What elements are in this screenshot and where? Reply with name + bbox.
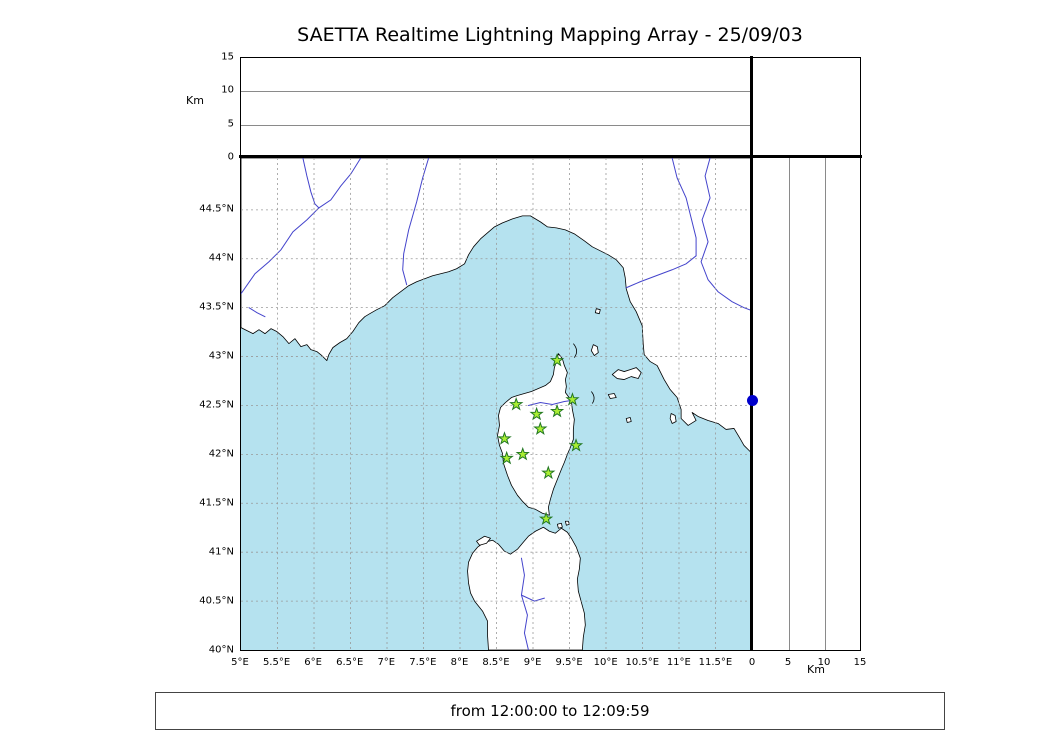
rock-west-elba: [590, 391, 595, 404]
km-gridline: [789, 158, 790, 650]
station-stars: [497, 352, 584, 525]
lat-tick-label: 44.5°N: [199, 203, 234, 215]
lat-tick-label: 43°N: [208, 350, 234, 362]
lat-tick-label: 44°N: [208, 252, 234, 264]
montecristo-island: [625, 417, 632, 423]
page-title: SAETTA Realtime Lightning Mapping Array …: [297, 24, 803, 46]
pianosa-island: [607, 393, 617, 399]
alt-tick-label: 0: [227, 151, 234, 163]
station-star: [565, 392, 580, 406]
mainland-coastline: [241, 158, 752, 454]
lightning-event-dot: [746, 394, 758, 406]
lat-tick-label: 40.5°N: [199, 595, 234, 607]
station-star: [529, 406, 544, 421]
km-tick-label: 5: [784, 657, 792, 668]
station-star: [549, 352, 565, 367]
river-sardinia: [520, 557, 529, 650]
river-var: [402, 158, 430, 286]
altitude-axis-label: Km: [186, 94, 204, 107]
station-star: [509, 397, 524, 411]
lon-tick-label: 5°E: [231, 657, 249, 668]
capraia-island: [590, 344, 599, 356]
km-tick-label: 0: [748, 657, 756, 668]
maddalena-islet-1: [556, 522, 563, 529]
sardinia-island: [467, 526, 586, 650]
lon-tick-label: 7.5°E: [409, 657, 437, 668]
station-star: [499, 450, 514, 465]
alt-tick-label: 5: [227, 118, 234, 130]
lon-tick-label: 9.5°E: [555, 657, 583, 668]
station-star: [515, 446, 530, 461]
altitude-gridline: [241, 124, 752, 126]
river-sardinia-branch: [520, 594, 545, 602]
station-star: [568, 438, 584, 452]
lat-tick-label: 42°N: [208, 448, 234, 460]
lat-tick-label: 42.5°N: [199, 399, 234, 411]
panel-divider-vertical: [750, 56, 753, 651]
rock-cap-corse: [573, 343, 577, 358]
river-coastal-marseille: [248, 307, 266, 318]
corsica-island: [497, 353, 575, 516]
lon-tick-label: 7°E: [377, 657, 396, 668]
rivers: [241, 158, 752, 650]
lon-tick-label: 11°E: [666, 657, 691, 668]
altitude-gridline: [241, 91, 752, 93]
time-range-text: from 12:00:00 to 12:09:59: [450, 702, 650, 720]
km-tick-label: 15: [853, 657, 867, 668]
lon-tick-label: 10°E: [593, 657, 618, 668]
lon-tick-label: 8°E: [450, 657, 469, 668]
lon-tick-label: 10.5°E: [625, 657, 660, 668]
lon-tick-label: 8.5°E: [482, 657, 510, 668]
maddalena-islet-2: [564, 520, 570, 526]
right-km-axis-label: Km: [807, 663, 825, 676]
station-star: [497, 431, 512, 445]
map-panel: [240, 157, 753, 651]
river-durance: [241, 158, 362, 295]
asinara-island: [476, 535, 491, 546]
giglio-island: [669, 413, 677, 424]
lon-tick-label: 6°E: [304, 657, 322, 668]
river-arno: [625, 255, 697, 289]
elba-island: [611, 367, 642, 380]
lon-tick-label: 6.5°E: [336, 657, 364, 668]
lat-tick-label: 41.5°N: [199, 497, 234, 509]
altitude-vs-longitude-panel: [240, 57, 753, 158]
map-svg: [241, 158, 752, 650]
alt-tick-label: 15: [221, 51, 234, 63]
lon-tick-label: 11.5°E: [698, 657, 733, 668]
lat-tick-label: 41°N: [208, 546, 234, 558]
river-durance-branch: [302, 158, 320, 209]
station-star: [538, 511, 554, 525]
lon-tick-label: 9°E: [523, 657, 542, 668]
top-right-corner-panel: [752, 57, 861, 158]
lat-tick-label: 43.5°N: [199, 301, 234, 313]
km-gridline: [825, 158, 826, 650]
river-arno-branch: [671, 158, 697, 257]
station-star: [549, 403, 565, 418]
time-range-box: from 12:00:00 to 12:09:59: [155, 692, 945, 730]
coastal-rocks: [573, 343, 595, 404]
station-star: [541, 465, 556, 480]
altitude-vs-latitude-panel: [752, 157, 861, 651]
gorgona-island: [594, 308, 601, 315]
lat-tick-label: 40°N: [208, 644, 234, 656]
panel-divider-horizontal: [239, 155, 862, 158]
river-tiber-upper: [700, 158, 752, 312]
river-golo-corsica: [527, 400, 572, 406]
station-star: [533, 421, 548, 435]
landmasses: [241, 158, 752, 650]
alt-tick-label: 10: [221, 84, 234, 96]
lon-tick-label: 5.5°E: [262, 657, 291, 668]
